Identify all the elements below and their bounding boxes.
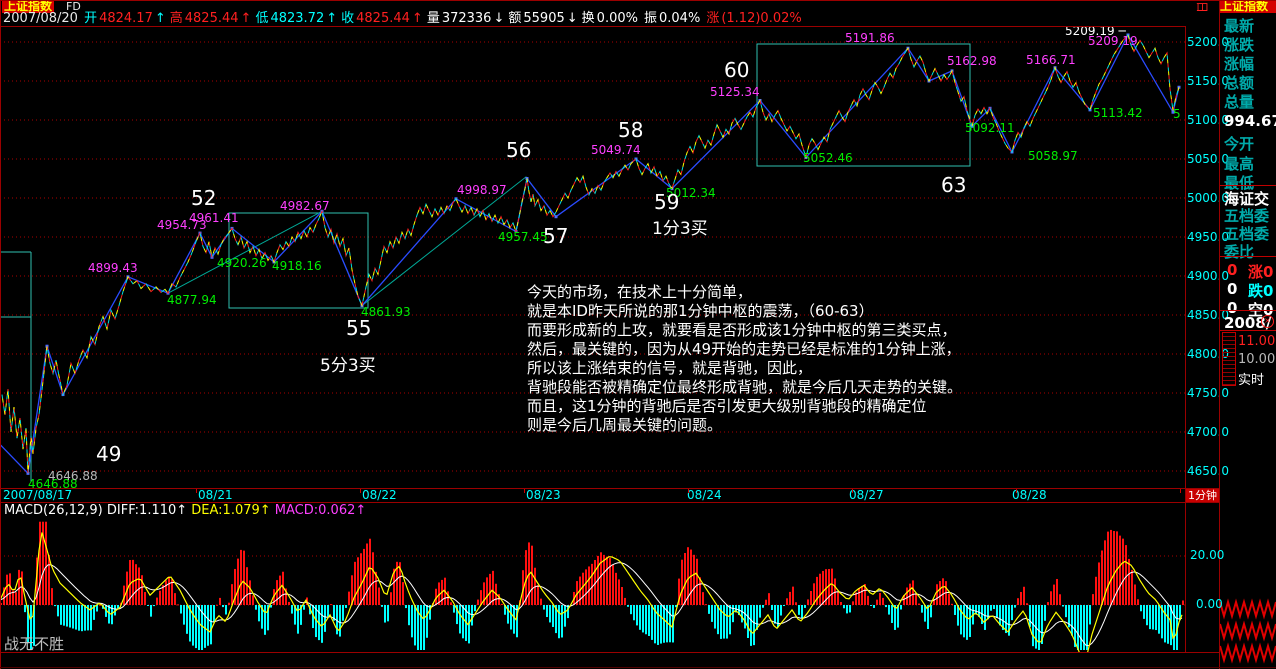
sidebar-field-海证交: 海证交 — [1224, 190, 1270, 208]
date-axis-label[interactable]: 08/22 — [362, 488, 397, 502]
price-axis-tick: 5150.0 — [1187, 74, 1229, 88]
date-axis-label[interactable]: 08/28 — [1012, 488, 1047, 502]
sidebar-field-2008/: 2008/ — [1224, 314, 1272, 332]
sidebar-separator — [1220, 310, 1276, 311]
day-separator-tick — [360, 489, 361, 493]
price-axis-tick: 5100.0 — [1187, 113, 1229, 127]
macd-axis-tick: 20.00 — [1190, 548, 1225, 562]
frame-border[interactable] — [0, 488, 1219, 489]
day-separator-tick — [524, 489, 525, 493]
clock-icon[interactable]: × — [1261, 315, 1274, 328]
symbol-title: 上证指数 — [2, 0, 55, 13]
frame-border[interactable] — [0, 26, 1185, 27]
macd-axis-tick: 0.00 — [1196, 597, 1223, 611]
quote-bar: 2007/08/20 开 4824.17 ↑ 高 4825.44 ↑ 低 4823.72 ↑ 收 4… — [3, 12, 808, 26]
mini-quote-value: 实时 — [1238, 373, 1265, 388]
price-axis-tick: 4750.0 — [1187, 386, 1229, 400]
sidebar-field-最新: 最新 — [1224, 17, 1255, 35]
macd-indicator-header: MACD(26,12,9) DIFF:1.110↑ DEA:1.079↑ MAC… — [4, 504, 366, 517]
price-axis-tick: 5050.0 — [1187, 152, 1229, 166]
date-axis-label[interactable]: 08/23 — [526, 488, 561, 502]
quote-field-涨: 涨 (1.12)0.02% — [706, 11, 802, 26]
frame-border[interactable] — [1185, 26, 1186, 653]
quote-field-振: 振 0.04% — [643, 11, 701, 26]
sidebar-field-今开: 今开 — [1224, 135, 1255, 153]
sidebar-field-涨幅: 涨幅 — [1224, 55, 1255, 73]
day-separator-tick — [1180, 489, 1181, 493]
mini-quote-value: 10.00 — [1238, 352, 1276, 367]
frame-border[interactable] — [0, 502, 1219, 503]
macd-header-field: MACD(26,12,9) — [4, 503, 107, 518]
date-axis-label[interactable]: 08/21 — [198, 488, 233, 502]
quote-field-开: 开 4824.17 ↑ — [84, 11, 166, 26]
frame-border[interactable] — [1219, 0, 1220, 669]
sidebar-field-涨跌: 涨跌 — [1224, 36, 1255, 54]
frame-border[interactable] — [0, 652, 1219, 653]
queue-left-value: 0 — [1227, 280, 1238, 298]
macd-panel[interactable] — [0, 502, 1185, 652]
price-axis-tick: 4650.0 — [1187, 464, 1229, 478]
price-axis-tick: 4850.0 — [1187, 308, 1229, 322]
sidebar-field-五档委: 五档委 — [1224, 225, 1270, 243]
date-axis-label[interactable]: 08/27 — [849, 488, 884, 502]
queue-left-value: 0 — [1227, 261, 1238, 279]
price-axis-tick: 4900.0 — [1187, 269, 1229, 283]
quote-field-量: 量 372336 ↓ — [426, 11, 505, 26]
window-restore-icon[interactable]: 日 — [1195, 0, 1210, 14]
mini-quote-value: 11.00 — [1238, 334, 1276, 349]
macd-header-field: DIFF:1.110↑ — [106, 503, 188, 518]
price-axis-tick: 4950.0 — [1187, 230, 1229, 244]
quote-field-高: 高 4825.44 ↑ — [169, 11, 252, 26]
sidebar-separator — [1220, 330, 1276, 331]
main-price-chart[interactable] — [0, 27, 1185, 488]
sidebar-separator — [1220, 185, 1276, 186]
quote-field-换: 换 0.00% — [581, 11, 638, 26]
sidebar-field-最高: 最高 — [1224, 155, 1255, 173]
date-axis-label[interactable]: 08/24 — [687, 488, 722, 502]
sidebar-slider[interactable] — [1222, 332, 1236, 386]
date-axis-label[interactable]: 2007/08/17 — [3, 488, 73, 502]
price-axis-tick: 4700.0 — [1187, 425, 1229, 439]
quote-date: 2007/08/20 — [3, 11, 83, 26]
quote-field-收: 收 4825.44 ↑ — [341, 11, 423, 26]
price-axis-tick: 5200.0 — [1187, 35, 1229, 49]
sidebar-separator — [1220, 256, 1276, 257]
sidebar-field-总额: 总额 — [1224, 74, 1255, 92]
queue-left-value: 0 — [1227, 299, 1238, 317]
period-button[interactable]: 1分钟 — [1186, 489, 1219, 502]
logo-zigzag — [1220, 598, 1276, 664]
macd-header-field: MACD:0.062↑ — [270, 503, 367, 518]
watermark-text: 战无不胜 — [4, 635, 65, 653]
queue-right-value: 涨0 — [1248, 263, 1274, 281]
sidebar-field-五档委: 五档委 — [1224, 207, 1270, 225]
day-separator-tick — [688, 489, 689, 493]
quote-field-额: 额 55905 ↓ — [508, 11, 578, 26]
price-axis-tick: 5000.0 — [1187, 191, 1229, 205]
sidebar-field-994.67: 994.67 — [1224, 112, 1276, 130]
frame-border[interactable] — [0, 0, 1276, 1]
sidebar-field-总量: 总量 — [1224, 93, 1255, 111]
price-axis-tick: 4800.0 — [1187, 347, 1229, 361]
day-separator-tick — [196, 489, 197, 493]
sidebar-field-委比: 委比 — [1224, 243, 1255, 261]
queue-right-value: 跌0 — [1248, 282, 1274, 300]
sidebar-title: 上证指数 — [1220, 0, 1276, 13]
frame-border-bottom — [0, 667, 1276, 668]
macd-header-field: DEA:1.079↑ — [187, 503, 271, 518]
symbol-flag: FD — [66, 0, 81, 13]
day-separator-tick — [852, 489, 853, 493]
quote-field-低: 低 4823.72 ↑ — [255, 11, 338, 26]
sidebar-field-最低: 最低 — [1224, 174, 1255, 192]
frame-border[interactable] — [0, 0, 1, 669]
day-separator-tick — [1016, 489, 1017, 493]
